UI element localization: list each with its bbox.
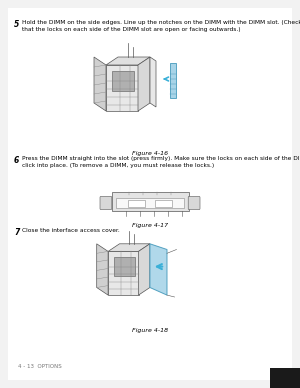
Bar xyxy=(112,71,134,91)
Text: Press the DIMM straight into the slot (press firmly). Make sure the locks on eac: Press the DIMM straight into the slot (p… xyxy=(22,156,300,168)
Polygon shape xyxy=(106,65,138,111)
Bar xyxy=(114,257,135,276)
Text: 5: 5 xyxy=(14,20,19,29)
Text: 7: 7 xyxy=(14,228,19,237)
Text: Hold the DIMM on the side edges. Line up the notches on the DIMM with the DIMM s: Hold the DIMM on the side edges. Line up… xyxy=(22,20,300,32)
Polygon shape xyxy=(150,244,167,295)
Polygon shape xyxy=(138,57,150,111)
Bar xyxy=(128,199,145,206)
Text: 4 - 13  OPTIONS: 4 - 13 OPTIONS xyxy=(18,364,62,369)
Bar xyxy=(155,199,172,206)
Text: Close the interface access cover.: Close the interface access cover. xyxy=(22,228,120,233)
Bar xyxy=(270,368,300,388)
Text: Figure 4-16: Figure 4-16 xyxy=(132,151,168,156)
Text: Figure 4-17: Figure 4-17 xyxy=(132,223,168,228)
Polygon shape xyxy=(97,244,108,295)
Polygon shape xyxy=(139,244,150,295)
FancyBboxPatch shape xyxy=(188,196,200,210)
Polygon shape xyxy=(108,244,150,251)
Text: 6: 6 xyxy=(14,156,19,165)
Polygon shape xyxy=(150,57,156,107)
Bar xyxy=(116,198,184,208)
Polygon shape xyxy=(106,57,150,65)
Polygon shape xyxy=(108,251,139,295)
Bar xyxy=(170,63,176,98)
Polygon shape xyxy=(94,57,106,111)
Bar xyxy=(112,192,188,211)
FancyBboxPatch shape xyxy=(100,196,112,210)
Text: Figure 4-18: Figure 4-18 xyxy=(132,328,168,333)
